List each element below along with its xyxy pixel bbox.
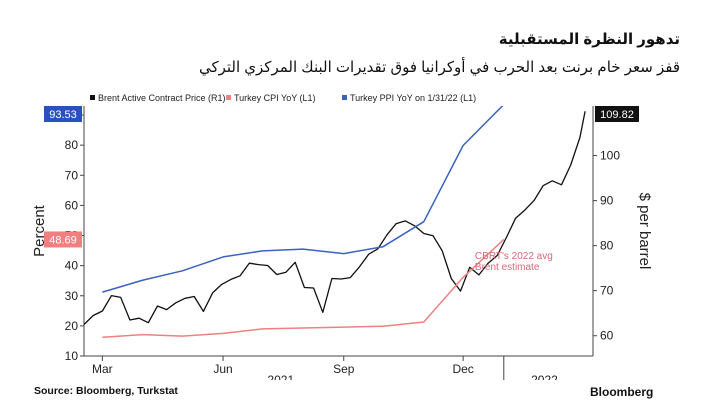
value-tag-label-2: 48.69 xyxy=(49,234,77,246)
legend: Brent Active Contract Price (R1) Turkey C… xyxy=(90,93,476,103)
right-tick-label: 80 xyxy=(600,239,614,253)
value-tag-1 xyxy=(44,106,82,122)
right-tick-label: 90 xyxy=(600,194,614,208)
left-tick-label: 60 xyxy=(65,198,79,212)
x-tick-label: Sep xyxy=(333,362,355,376)
legend-label-3: Turkey PPI YoY on 1/31/22 (L1) xyxy=(350,93,476,103)
right-axis-title: $ per barrel xyxy=(636,193,653,270)
chart-subtitle: قفز سعر خام برنت بعد الحرب في أوكرانيا ف… xyxy=(198,59,680,76)
source-note: Source: Bloomberg, Turkstat xyxy=(34,385,178,397)
x-year-label: 2022 xyxy=(531,373,558,380)
left-tick-label: 40 xyxy=(65,259,79,273)
right-tick-label: 60 xyxy=(600,329,614,343)
legend-swatch-3 xyxy=(342,95,347,100)
x-year-label: 2021 xyxy=(267,373,294,380)
x-tick-label: Jun xyxy=(213,362,232,376)
left-tick-label: 70 xyxy=(65,168,79,182)
annotation-line-2: Brent estimate xyxy=(475,262,540,273)
left-tick-label: 20 xyxy=(65,319,79,333)
left-axis-title: Percent xyxy=(31,204,48,257)
x-tick-label: Dec xyxy=(452,362,473,376)
value-tag-3 xyxy=(595,106,639,122)
series-line-3 xyxy=(102,106,504,293)
value-tag-2 xyxy=(44,231,82,248)
series-line-1 xyxy=(84,111,586,325)
value-tag-label-1: 93.53 xyxy=(49,109,77,121)
legend-label-2: Turkey CPI YoY (L1) xyxy=(234,93,316,103)
axes: 10203040506070809060708090100MarJunSepDe… xyxy=(31,106,653,380)
left-tick-label: 80 xyxy=(65,138,79,152)
right-tick-label: 100 xyxy=(600,149,620,163)
left-tick-label: 30 xyxy=(65,289,79,303)
legend-label-1: Brent Active Contract Price (R1) xyxy=(98,93,226,103)
brand-logo: Bloomberg xyxy=(590,385,654,399)
value-tags: 93.53 48.69 109.82 xyxy=(44,106,639,248)
chart: 10203040506070809060708090100MarJunSepDe… xyxy=(31,93,653,380)
legend-swatch-2 xyxy=(226,95,231,100)
value-tag-label-3: 109.82 xyxy=(600,109,634,121)
chart-title: تدهور النظرة المستقبلية xyxy=(498,31,680,48)
right-tick-label: 70 xyxy=(600,284,614,298)
legend-swatch-1 xyxy=(90,95,95,100)
series-line-2 xyxy=(102,238,505,339)
left-tick-label: 10 xyxy=(65,349,79,363)
series-lines xyxy=(84,106,586,339)
x-tick-label: Mar xyxy=(92,362,113,376)
annotation-line-1: CBRT's 2022 avg xyxy=(475,251,553,262)
